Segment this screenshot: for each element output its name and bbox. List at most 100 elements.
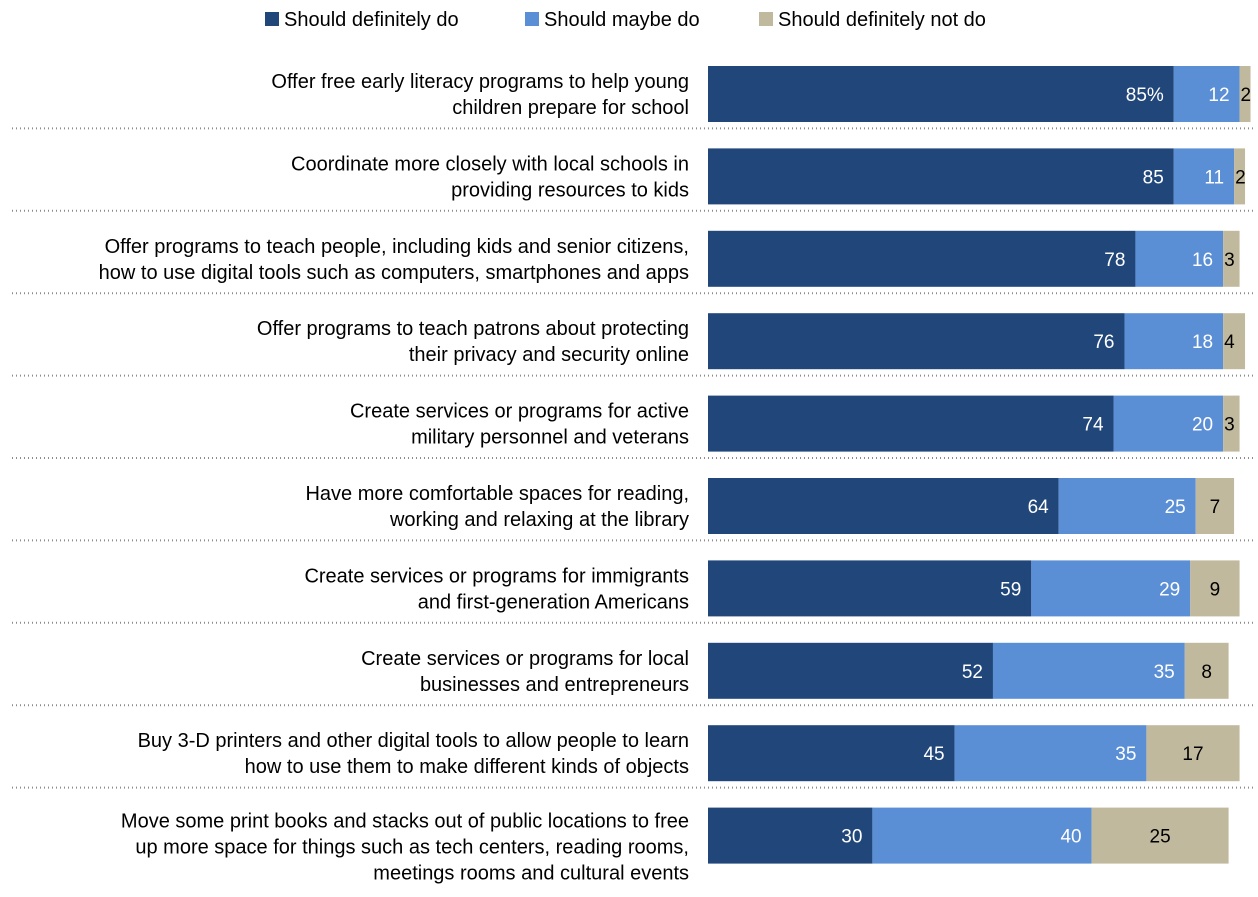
bar-segment (872, 807, 1092, 864)
category-label-line: Create services or programs for immigran… (304, 565, 689, 587)
category-label-line: meetings rooms and cultural events (373, 863, 689, 885)
bar-value-label: 30 (841, 827, 862, 848)
bar-value-label: 3 (1224, 250, 1235, 271)
bar-segment (708, 148, 1174, 205)
bar-row: 45 35 17 (708, 725, 1240, 782)
category-label-line: their privacy and security online (409, 344, 689, 366)
bar-value-label: 2 (1241, 85, 1252, 106)
bar-value-label: 29 (1159, 579, 1180, 600)
category-label-line: businesses and entrepreneurs (420, 674, 689, 696)
bar-segment (992, 642, 1185, 699)
category-label-line: Coordinate more closely with local schoo… (291, 153, 689, 175)
bar-value-label: 76 (1093, 332, 1114, 353)
bar-segment (708, 807, 873, 864)
bar-segment (1113, 395, 1224, 452)
bar-segment (708, 395, 1114, 452)
category-label-line: working and relaxing at the library (389, 509, 689, 531)
category-label: Coordinate more closely with local schoo… (291, 153, 689, 201)
bar-segment (1091, 807, 1229, 864)
bar-value-label: 4 (1224, 332, 1235, 353)
bar-value-label: 59 (1000, 579, 1021, 600)
bar-row: 74 20 3 (708, 395, 1240, 452)
bar-value-label: 3 (1224, 415, 1235, 436)
category-label-line: and first-generation Americans (418, 591, 689, 613)
category-label: Offer programs to teach people, includin… (99, 236, 689, 284)
chart-legend: Should definitely do Should maybe do Shoul… (265, 9, 986, 31)
bar-value-label: 12 (1208, 85, 1229, 106)
bar-row: 78 16 3 (708, 230, 1240, 287)
row-separators (12, 127, 1254, 789)
category-label: Create services or programs for local bus… (361, 648, 689, 696)
legend-item: Should definitely not do (759, 9, 986, 31)
category-label-line: military personnel and veterans (411, 427, 689, 449)
category-label-line: Create services or programs for active (350, 401, 689, 423)
bar-value-label: 9 (1210, 579, 1221, 600)
bar-segment (1223, 230, 1240, 287)
bar-row: 85% 12 2 (708, 66, 1251, 122)
legend-label: Should maybe do (544, 9, 700, 31)
bar-value-label: 17 (1182, 744, 1203, 765)
legend-item: Should definitely do (265, 9, 459, 31)
bar-value-label: 85 (1143, 167, 1164, 188)
bar-segment (1223, 313, 1246, 370)
bar-segment (708, 313, 1125, 370)
bar-value-label: 74 (1082, 415, 1104, 436)
bar-segment (1058, 478, 1196, 534)
legend-swatch (759, 12, 773, 26)
bar-value-label: 45 (923, 744, 944, 765)
bar-value-label: 11 (1204, 167, 1224, 188)
category-label-line: Buy 3-D printers and other digital tools… (138, 730, 689, 752)
bar-segment (1146, 725, 1240, 782)
bar-value-label: 25 (1165, 497, 1186, 518)
bar-segment (1239, 66, 1251, 122)
category-label-line: up more space for things such as tech ce… (135, 837, 689, 859)
bar-segment (1135, 230, 1224, 287)
category-label: Create services or programs for immigran… (304, 565, 689, 613)
category-label: Offer programs to teach patrons about pr… (257, 318, 689, 366)
category-label-line: Offer programs to teach patrons about pr… (257, 318, 689, 340)
bar-row: 59 29 9 (708, 560, 1240, 617)
legend-swatch (265, 12, 279, 26)
bar-segment (1031, 560, 1191, 617)
category-label-line: Offer free early literacy programs to he… (271, 71, 689, 93)
bar-value-label: 35 (1154, 662, 1175, 683)
bar-value-label: 16 (1192, 250, 1213, 271)
bar-value-label: 2 (1235, 167, 1246, 188)
legend-label: Should definitely do (284, 9, 459, 31)
bar-value-label: 85% (1126, 85, 1164, 106)
category-label-line: Have more comfortable spaces for reading… (305, 483, 689, 505)
bar-segment (954, 725, 1147, 782)
bar-value-label: 64 (1028, 497, 1050, 518)
category-label-line: providing resources to kids (451, 179, 689, 201)
bar-segment (1173, 148, 1235, 205)
bar-segment (708, 725, 955, 782)
bars: 85% 12 2 85 11 2 78 16 3 76 18 4 74 20 3 64 25 7 59 29 9 52 35… (708, 66, 1251, 864)
bar-row: 64 25 7 (708, 478, 1235, 534)
bar-segment (1195, 478, 1235, 534)
legend-item: Should maybe do (525, 9, 700, 31)
bar-value-label: 8 (1201, 662, 1212, 683)
bar-value-label: 35 (1115, 744, 1136, 765)
bar-value-label: 78 (1104, 250, 1125, 271)
bar-segment (708, 230, 1136, 287)
category-label-line: Move some print books and stacks out of … (121, 811, 689, 833)
bar-row: 52 35 8 (708, 642, 1229, 699)
category-label-line: children prepare for school (452, 97, 689, 119)
bar-segment (708, 642, 993, 699)
category-label: Offer free early literacy programs to he… (271, 71, 689, 119)
bar-segment (1223, 395, 1240, 452)
category-label: Have more comfortable spaces for reading… (305, 483, 689, 531)
category-label: Create services or programs for active mi… (350, 401, 689, 449)
category-label-line: how to use digital tools such as compute… (99, 262, 689, 284)
bar-segment (1124, 313, 1224, 370)
bar-segment (1234, 148, 1246, 205)
category-label: Move some print books and stacks out of … (121, 811, 689, 885)
bar-value-label: 18 (1192, 332, 1213, 353)
bar-value-label: 25 (1150, 827, 1171, 848)
category-label-line: how to use them to make different kinds … (245, 756, 689, 778)
bar-segment (708, 560, 1032, 617)
category-label-line: Create services or programs for local (361, 648, 689, 670)
bar-segment (1184, 642, 1229, 699)
bar-value-label: 52 (962, 662, 983, 683)
